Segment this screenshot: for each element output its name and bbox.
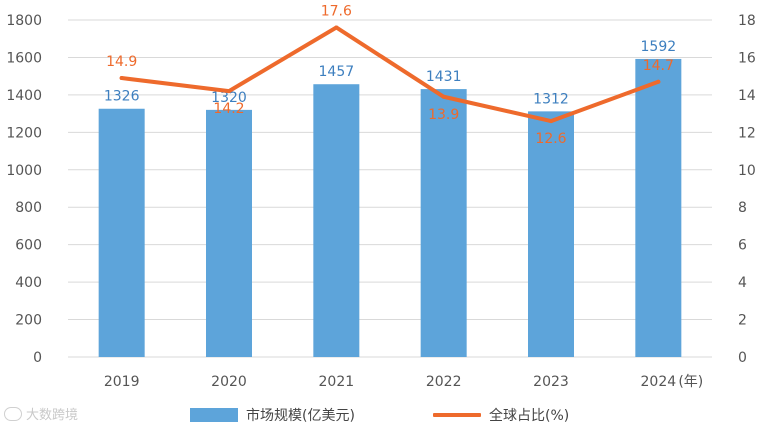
watermark-logo-icon: [4, 406, 22, 421]
y-right-tick-label: 2: [738, 313, 747, 329]
bar-value-label: 1431: [426, 69, 462, 85]
y-right-tick-label: 8: [738, 200, 747, 216]
bar: [206, 109, 252, 357]
y-right-tick-label: 12: [738, 125, 756, 141]
bar: [635, 58, 682, 357]
legend-line-swatch: [433, 413, 481, 417]
y-left-tick-label: 1000: [6, 163, 42, 179]
bar-value-label: 1312: [533, 91, 569, 107]
x-tick-label: 2022: [426, 374, 462, 390]
line-point: [441, 94, 446, 99]
x-tick-label: 2024: [641, 374, 677, 390]
bar: [528, 111, 574, 357]
line-series: [119, 25, 661, 124]
legend-bar-label: 市场规模(亿美元): [246, 408, 355, 424]
bar: [420, 89, 467, 358]
y-right-tick-label: 18: [738, 13, 756, 29]
y-right-tick-label: 10: [738, 163, 756, 179]
line-point: [656, 79, 661, 84]
y-left-tick-label: 400: [15, 275, 42, 291]
y-left-tick-label: 1800: [6, 13, 42, 29]
line-point: [227, 89, 231, 94]
line-value-label: 14.9: [106, 54, 137, 70]
legend-item-bar: 市场规模(亿美元): [190, 400, 355, 430]
bar: [313, 84, 360, 357]
y-right-tick-label: 16: [738, 50, 756, 66]
x-tick-label: 2019: [104, 374, 140, 390]
y-left-tick-label: 1600: [6, 50, 42, 66]
y-left-tick-label: 200: [15, 313, 42, 329]
watermark: 大数跨境: [4, 404, 78, 423]
x-tick-label: 2023: [533, 374, 569, 390]
y-left-tick-label: 800: [15, 200, 42, 216]
line-value-label: 13.9: [428, 107, 459, 123]
combo-chart: 0 200 400 600 800 1000 1200 1400 1600 1800 0 2 4 6 8 10…: [6, 3, 756, 390]
bar-value-label: 1326: [104, 89, 140, 105]
y-left-tick-label: 1400: [6, 88, 42, 104]
x-unit-label: (年): [678, 374, 703, 390]
legend: 市场规模(亿美元) 全球占比(%): [0, 400, 772, 430]
x-tick-label: 2020: [211, 374, 247, 390]
y-right-tick-label: 4: [738, 275, 747, 291]
line-value-label: 14.2: [213, 101, 244, 117]
legend-bar-swatch: [190, 408, 238, 422]
bar: [98, 108, 145, 357]
y-right-tick-label: 0: [738, 350, 747, 366]
line-value-label: 12.6: [535, 131, 566, 147]
bar-value-label: 1592: [641, 39, 677, 55]
line-point: [119, 76, 124, 81]
y-right-tick-label: 6: [738, 238, 747, 254]
bar-value-label: 1320: [211, 90, 247, 106]
y-left-tick-label: 1200: [6, 125, 42, 141]
line-value-label: 14.7: [643, 58, 674, 74]
line-point: [334, 25, 339, 30]
bar-value-label: 1457: [319, 64, 355, 80]
watermark-text: 大数跨境: [26, 408, 79, 423]
line-value-label: 17.6: [321, 3, 352, 19]
x-tick-label: 2021: [319, 374, 355, 390]
y-right-tick-label: 14: [738, 88, 756, 104]
legend-line-label: 全球占比(%): [489, 408, 570, 424]
line-point: [549, 119, 553, 124]
legend-item-line: 全球占比(%): [433, 400, 569, 430]
y-left-tick-label: 600: [15, 238, 42, 254]
y-left-tick-label: 0: [33, 350, 42, 366]
